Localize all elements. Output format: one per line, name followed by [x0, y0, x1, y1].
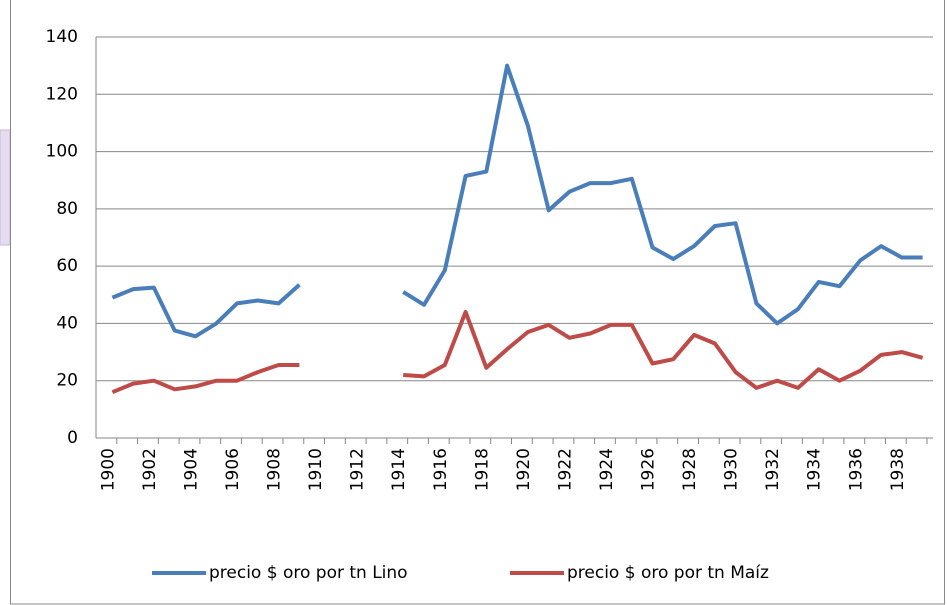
y-tick-label: 0	[67, 428, 78, 448]
x-tick-label: 1924	[597, 448, 617, 491]
y-tick-label: 40	[56, 313, 78, 333]
y-tick-label: 20	[56, 371, 78, 391]
y-tick-label: 60	[56, 256, 78, 276]
x-tick-label: 1928	[680, 448, 700, 491]
x-tick-label: 1936	[846, 448, 866, 491]
chart-border	[10, 0, 945, 605]
x-tick-label: 1920	[514, 448, 534, 491]
x-tick-label: 1926	[639, 448, 659, 491]
x-tick-label: 1918	[472, 448, 492, 491]
y-tick-label: 80	[56, 199, 78, 219]
series-line	[111, 63, 923, 339]
x-tick-label: 1938	[888, 448, 908, 491]
x-tick-label: 1902	[140, 448, 160, 491]
x-tick-label: 1932	[763, 448, 783, 491]
x-tick-label: 1916	[431, 448, 451, 491]
x-tick-label: 1908	[265, 448, 285, 491]
x-tick-label: 1930	[722, 448, 742, 491]
legend-label: precio $ oro por tn Maíz	[567, 563, 769, 583]
series-line	[111, 310, 924, 395]
x-tick-label: 1922	[555, 448, 575, 491]
x-tick-label: 1910	[306, 448, 326, 491]
side-panel	[0, 129, 11, 246]
y-tick-label: 100	[46, 142, 78, 162]
x-tick-label: 1906	[223, 448, 243, 491]
x-tick-label: 1904	[181, 448, 201, 491]
x-tick-label: 1934	[805, 448, 825, 491]
x-tick-label: 1900	[98, 448, 118, 491]
x-tick-label: 1914	[389, 448, 409, 491]
x-tick-label: 1912	[348, 448, 368, 491]
y-tick-label: 120	[46, 84, 78, 104]
legend-label: precio $ oro por tn Lino	[209, 563, 408, 583]
y-tick-label: 140	[46, 27, 78, 47]
